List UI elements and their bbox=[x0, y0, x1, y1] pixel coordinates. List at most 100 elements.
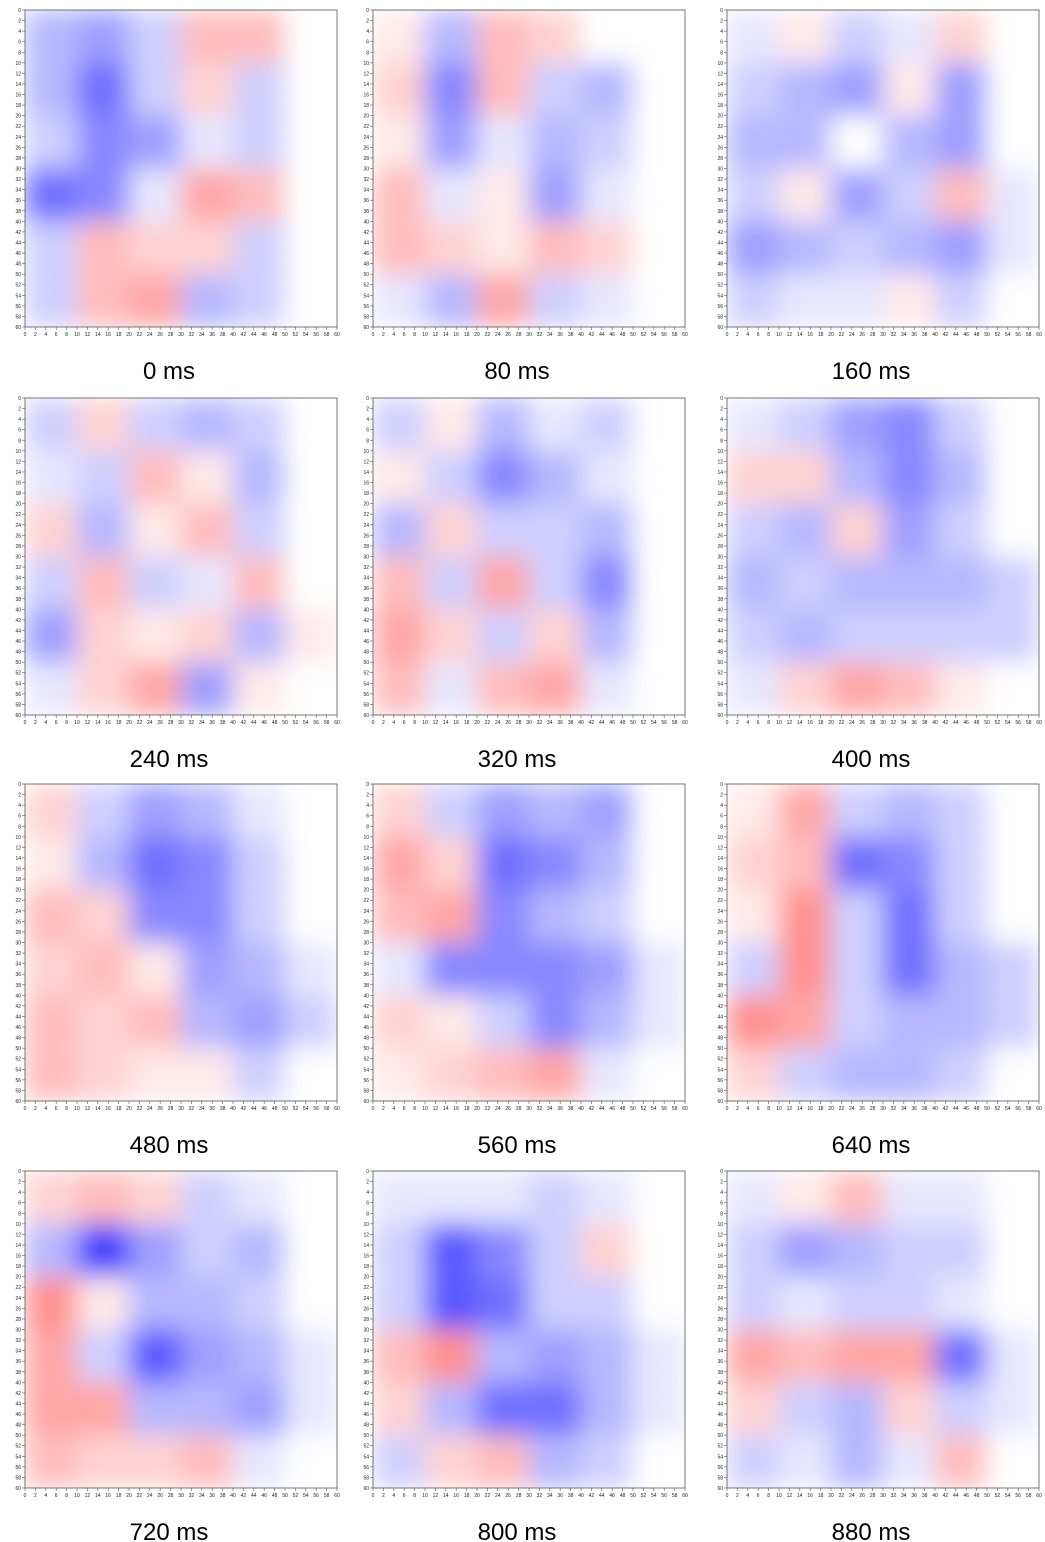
heat-cell bbox=[373, 503, 425, 557]
y-tick-label: 4 bbox=[18, 417, 21, 423]
panel: 0246810121416182022242628303234363840424… bbox=[717, 8, 1042, 385]
y-tick-label: 22 bbox=[717, 898, 723, 904]
x-tick-label: 46 bbox=[963, 332, 969, 338]
heat-cell bbox=[581, 1435, 633, 1488]
y-tick-label: 24 bbox=[717, 909, 723, 915]
heat-cell bbox=[727, 1382, 779, 1436]
y-tick-label: 16 bbox=[363, 867, 369, 873]
heat-cell bbox=[233, 836, 285, 890]
heat-cell bbox=[727, 784, 779, 837]
heat-cell bbox=[727, 115, 779, 169]
x-tick-label: 20 bbox=[828, 1106, 834, 1112]
x-tick-label: 46 bbox=[609, 332, 615, 338]
x-tick-label: 50 bbox=[984, 332, 990, 338]
x-tick-label: 38 bbox=[220, 720, 226, 726]
y-tick-label: 40 bbox=[15, 1380, 21, 1386]
y-tick-label: 24 bbox=[717, 1296, 723, 1302]
x-tick-label: 42 bbox=[589, 1106, 595, 1112]
x-tick-label: 22 bbox=[485, 720, 491, 726]
y-tick-label: 14 bbox=[717, 82, 723, 88]
heat-cell bbox=[987, 274, 1039, 327]
y-tick-label: 50 bbox=[15, 660, 21, 666]
y-tick-label: 20 bbox=[363, 114, 369, 120]
x-tick-label: 18 bbox=[464, 720, 470, 726]
x-tick-label: 2 bbox=[736, 1493, 739, 1499]
y-tick-label: 54 bbox=[717, 293, 723, 299]
y-tick-label: 22 bbox=[717, 124, 723, 130]
x-tick-label: 34 bbox=[901, 332, 907, 338]
y-tick-label: 22 bbox=[15, 124, 21, 130]
y-tick-label: 44 bbox=[717, 1401, 723, 1407]
x-tick-label: 38 bbox=[220, 1493, 226, 1499]
y-tick-label: 34 bbox=[717, 962, 723, 968]
heat-cell bbox=[779, 662, 831, 715]
y-tick-label: 40 bbox=[15, 993, 21, 999]
heat-cell bbox=[883, 784, 935, 837]
heat-cell bbox=[779, 784, 831, 837]
x-tick-label: 58 bbox=[1026, 720, 1032, 726]
x-tick-label: 6 bbox=[757, 1106, 760, 1112]
heat-cell bbox=[285, 889, 337, 943]
y-tick-label: 20 bbox=[15, 114, 21, 120]
y-tick-label: 4 bbox=[366, 803, 369, 809]
x-tick-label: 4 bbox=[392, 332, 395, 338]
y-tick-label: 34 bbox=[363, 576, 369, 582]
x-tick-label: 4 bbox=[392, 1493, 395, 1499]
x-tick-label: 18 bbox=[464, 332, 470, 338]
heat-cell bbox=[129, 115, 181, 169]
heat-cell bbox=[373, 1382, 425, 1436]
y-tick-label: 6 bbox=[720, 814, 723, 820]
y-tick-label: 46 bbox=[717, 251, 723, 257]
y-tick-label: 60 bbox=[15, 1099, 21, 1105]
heat-cell bbox=[831, 995, 883, 1049]
y-tick-label: 48 bbox=[15, 1423, 21, 1429]
x-tick-label: 44 bbox=[953, 1493, 959, 1499]
x-tick-label: 16 bbox=[105, 720, 111, 726]
y-tick-label: 34 bbox=[15, 962, 21, 968]
y-tick-label: 42 bbox=[717, 618, 723, 624]
y-tick-label: 60 bbox=[717, 1099, 723, 1105]
x-tick-label: 56 bbox=[1015, 332, 1021, 338]
x-tick-label: 2 bbox=[34, 1493, 37, 1499]
heat-cell bbox=[285, 1382, 337, 1436]
y-tick-label: 42 bbox=[15, 1004, 21, 1010]
x-tick-label: 60 bbox=[1036, 1106, 1042, 1112]
panel: 0246810121416182022242628303234363840424… bbox=[363, 1169, 688, 1542]
heat-cell bbox=[529, 1223, 581, 1277]
y-tick-label: 10 bbox=[717, 1222, 723, 1228]
x-tick-label: 34 bbox=[547, 332, 553, 338]
x-tick-label: 10 bbox=[422, 1493, 428, 1499]
heat-cell bbox=[25, 1171, 77, 1224]
x-tick-label: 10 bbox=[776, 1493, 782, 1499]
y-tick-label: 4 bbox=[720, 29, 723, 35]
heat-cell bbox=[129, 1048, 181, 1101]
heat-cell bbox=[779, 609, 831, 663]
y-tick-label: 42 bbox=[717, 230, 723, 236]
x-tick-label: 20 bbox=[126, 1493, 132, 1499]
heat-cell bbox=[233, 995, 285, 1049]
x-tick-label: 46 bbox=[963, 1106, 969, 1112]
heat-cell bbox=[935, 942, 987, 996]
y-tick-label: 30 bbox=[717, 1328, 723, 1334]
y-tick-label: 18 bbox=[717, 491, 723, 497]
y-tick-label: 60 bbox=[363, 1486, 369, 1492]
heat-cell bbox=[233, 942, 285, 996]
y-tick-label: 48 bbox=[15, 650, 21, 656]
x-tick-label: 60 bbox=[682, 332, 688, 338]
heat-cell bbox=[529, 609, 581, 663]
x-tick-label: 58 bbox=[324, 1106, 330, 1112]
heat-cell bbox=[581, 274, 633, 327]
heat-cell bbox=[831, 10, 883, 63]
heat-cell bbox=[831, 609, 883, 663]
x-tick-label: 28 bbox=[168, 1106, 174, 1112]
heat-cell bbox=[425, 556, 477, 610]
heat-cell bbox=[581, 995, 633, 1049]
x-tick-label: 42 bbox=[241, 332, 247, 338]
y-tick-label: 14 bbox=[363, 1243, 369, 1249]
x-tick-label: 46 bbox=[609, 1106, 615, 1112]
y-tick-label: 10 bbox=[363, 61, 369, 67]
y-tick-label: 28 bbox=[717, 930, 723, 936]
x-tick-label: 32 bbox=[537, 720, 543, 726]
y-tick-label: 34 bbox=[15, 576, 21, 582]
y-tick-label: 32 bbox=[15, 951, 21, 957]
